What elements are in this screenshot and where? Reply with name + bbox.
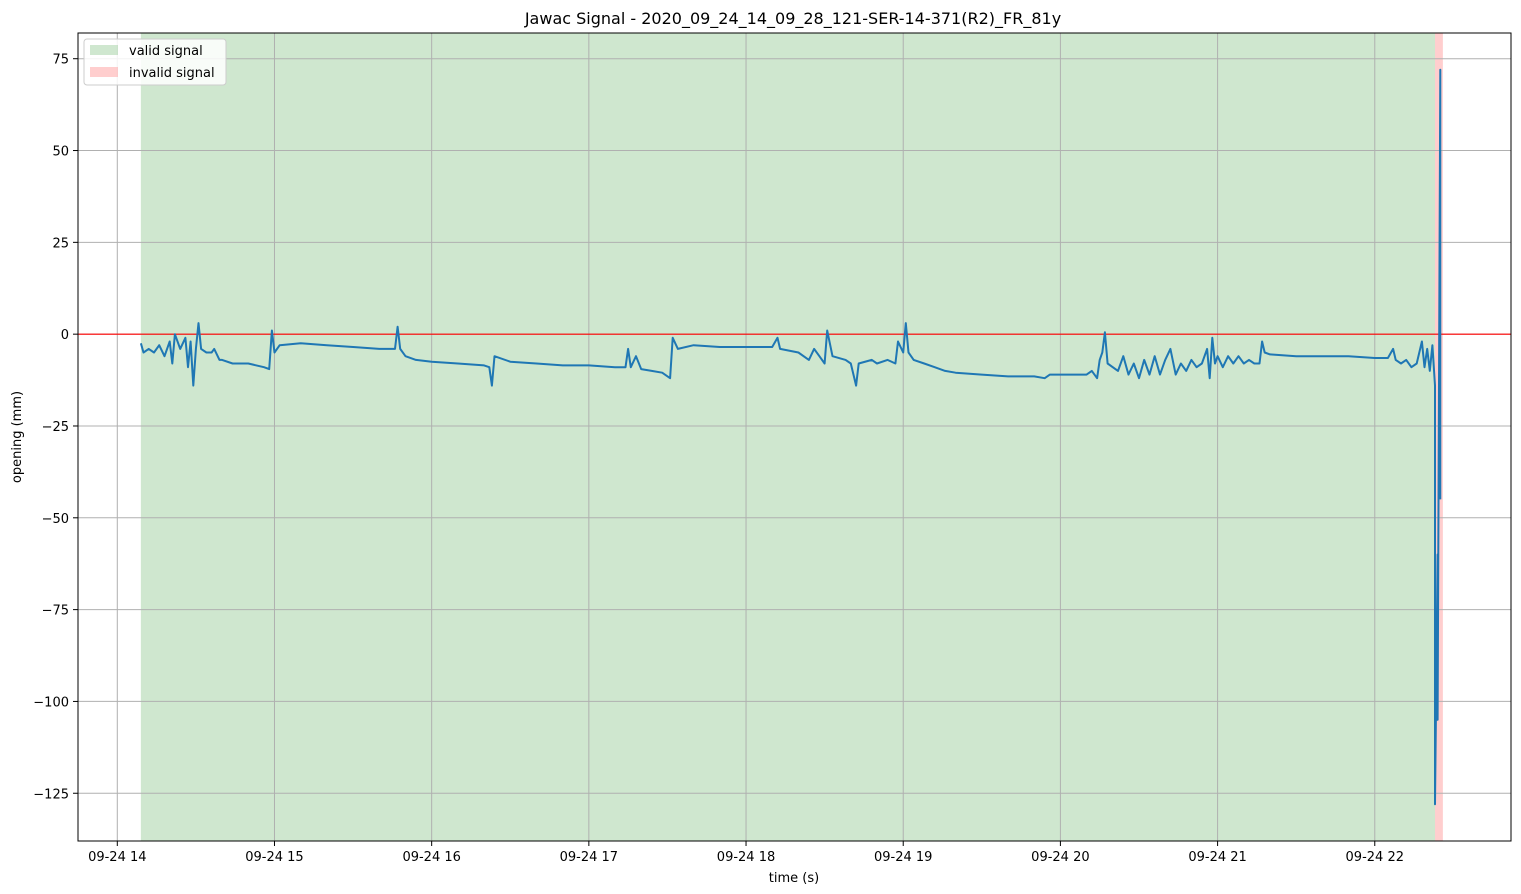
x-tick-label-4: 09-24 18 (717, 850, 775, 865)
y-axis-ticks: 75 50 25 0 −25 −50 −75 −100 −125 (33, 53, 78, 802)
legend-label-valid: valid signal (129, 44, 203, 59)
chart-title: Jawac Signal - 2020_09_24_14_09_28_121-S… (524, 9, 1061, 29)
plot-frame (77, 32, 1512, 842)
x-tick-label-0: 09-24 14 (88, 850, 146, 865)
y-tick-label-1: 50 (52, 145, 69, 160)
legend: valid signal invalid signal (83, 38, 227, 86)
x-tick-label-1: 09-24 15 (245, 850, 303, 865)
y-tick-label-8: −125 (33, 787, 69, 802)
signal-series (139, 68, 1442, 806)
y-tick-label-7: −100 (33, 695, 69, 710)
x-axis-ticks: 09-24 14 09-24 15 09-24 16 09-24 17 09-24 18… (88, 841, 1404, 865)
y-tick-label-2: 25 (52, 236, 69, 251)
x-tick-label-6: 09-24 20 (1031, 850, 1089, 865)
legend-box (83, 38, 227, 86)
signal-regions (140, 33, 1443, 841)
x-tick-label-2: 09-24 16 (402, 850, 460, 865)
y-tick-label-4: −25 (42, 420, 69, 435)
legend-label-invalid: invalid signal (129, 66, 215, 81)
legend-swatch-valid (90, 45, 118, 55)
x-tick-label-3: 09-24 17 (560, 850, 618, 865)
x-tick-label-8: 09-24 22 (1346, 850, 1404, 865)
y-tick-label-5: −50 (42, 512, 69, 527)
y-tick-label-3: 0 (61, 328, 69, 343)
region-0 (140, 33, 1436, 841)
y-axis-label: opening (mm) (10, 391, 25, 483)
y-tick-label-6: −75 (42, 604, 69, 619)
legend-swatch-invalid (90, 67, 118, 77)
series-line-0 (139, 68, 1442, 806)
y-tick-label-0: 75 (52, 53, 69, 68)
x-tick-label-5: 09-24 19 (874, 850, 932, 865)
x-tick-label-7: 09-24 21 (1188, 850, 1246, 865)
x-axis-label: time (s) (769, 871, 819, 886)
